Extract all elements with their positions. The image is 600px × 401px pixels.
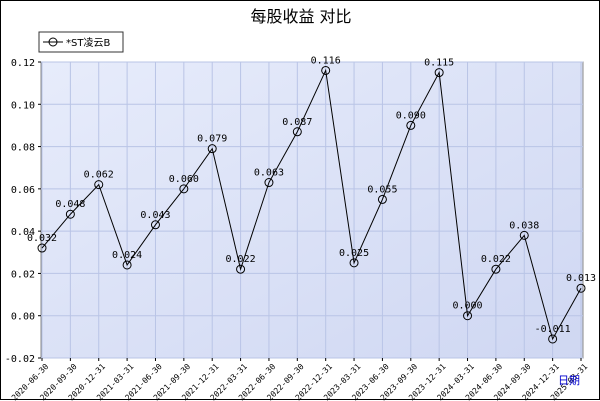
data-point-marker (122, 260, 132, 270)
x-axis-ticks: 2020-06-302020-09-302020-12-312021-03-31… (10, 358, 589, 401)
data-label: -0.011 (535, 324, 571, 335)
y-axis-ticks: -0.02 0.00 0.02 0.04 0.06 0.08 0.10 0.12 (5, 58, 41, 365)
y-tick-label: 0.06 (11, 185, 35, 196)
y-tick-label: 0.10 (11, 100, 35, 111)
legend-entry-label: *ST凌云B (66, 36, 110, 49)
data-label: 0.043 (140, 210, 170, 221)
data-label: 0.087 (282, 117, 312, 128)
data-label: 0.024 (112, 250, 142, 261)
data-label: 0.060 (169, 174, 199, 185)
chart-title: 每股收益 对比 (250, 7, 351, 26)
data-label: 0.038 (509, 220, 539, 231)
data-label: 0.048 (55, 199, 85, 210)
data-label: 0.062 (84, 170, 114, 181)
data-point-marker (491, 264, 501, 274)
data-point-marker (406, 120, 416, 130)
data-point-marker (463, 311, 473, 321)
data-point-marker (349, 258, 359, 268)
y-tick-label: -0.02 (5, 354, 35, 365)
grid-lines (41, 61, 583, 359)
data-label: 0.022 (481, 254, 511, 265)
y-tick-label: 0.08 (11, 143, 35, 154)
series-line (41, 68, 582, 341)
data-label: 0.090 (396, 110, 426, 121)
data-label: 0.116 (311, 55, 341, 66)
y-tick-label: 0.00 (11, 312, 35, 323)
plot-area (40, 61, 584, 359)
data-point-marker (548, 334, 558, 344)
legend-marker-icon (48, 37, 58, 47)
y-tick-label: 0.02 (11, 269, 35, 280)
data-point-marker (264, 178, 274, 188)
data-point-marker (207, 144, 217, 154)
data-point-marker (377, 194, 387, 204)
data-point-marker (434, 68, 444, 78)
legend-box (38, 31, 124, 53)
data-label: 0.115 (424, 58, 454, 69)
data-point-marker (179, 184, 189, 194)
data-point-marker (236, 264, 246, 274)
data-label: 0.013 (566, 273, 596, 284)
x-axis-unit-label: 日期 (558, 374, 580, 387)
data-point-marker (150, 220, 160, 230)
y-tick-label: 0.04 (11, 227, 35, 238)
data-label: 0.000 (452, 301, 482, 312)
data-label: 0.022 (226, 254, 256, 265)
data-point-marker (576, 283, 586, 293)
data-label: 0.055 (367, 184, 397, 195)
data-point-marker (94, 180, 104, 190)
data-label: 0.032 (27, 233, 57, 244)
data-label: 0.025 (339, 248, 369, 259)
data-labels: 0.032 0.048 0.062 0.024 0.043 0.060 0.079 0.022… (27, 55, 596, 335)
data-point-marker (519, 230, 529, 240)
legend: *ST凌云B (38, 31, 124, 53)
series-line-group (37, 65, 586, 344)
data-point-marker (321, 65, 331, 75)
data-point-marker (292, 127, 302, 137)
data-point-marker (37, 243, 47, 253)
data-point-marker (65, 209, 75, 219)
data-label: 0.079 (197, 134, 227, 145)
y-tick-label: 0.12 (11, 58, 35, 69)
data-label: 0.063 (254, 168, 284, 179)
